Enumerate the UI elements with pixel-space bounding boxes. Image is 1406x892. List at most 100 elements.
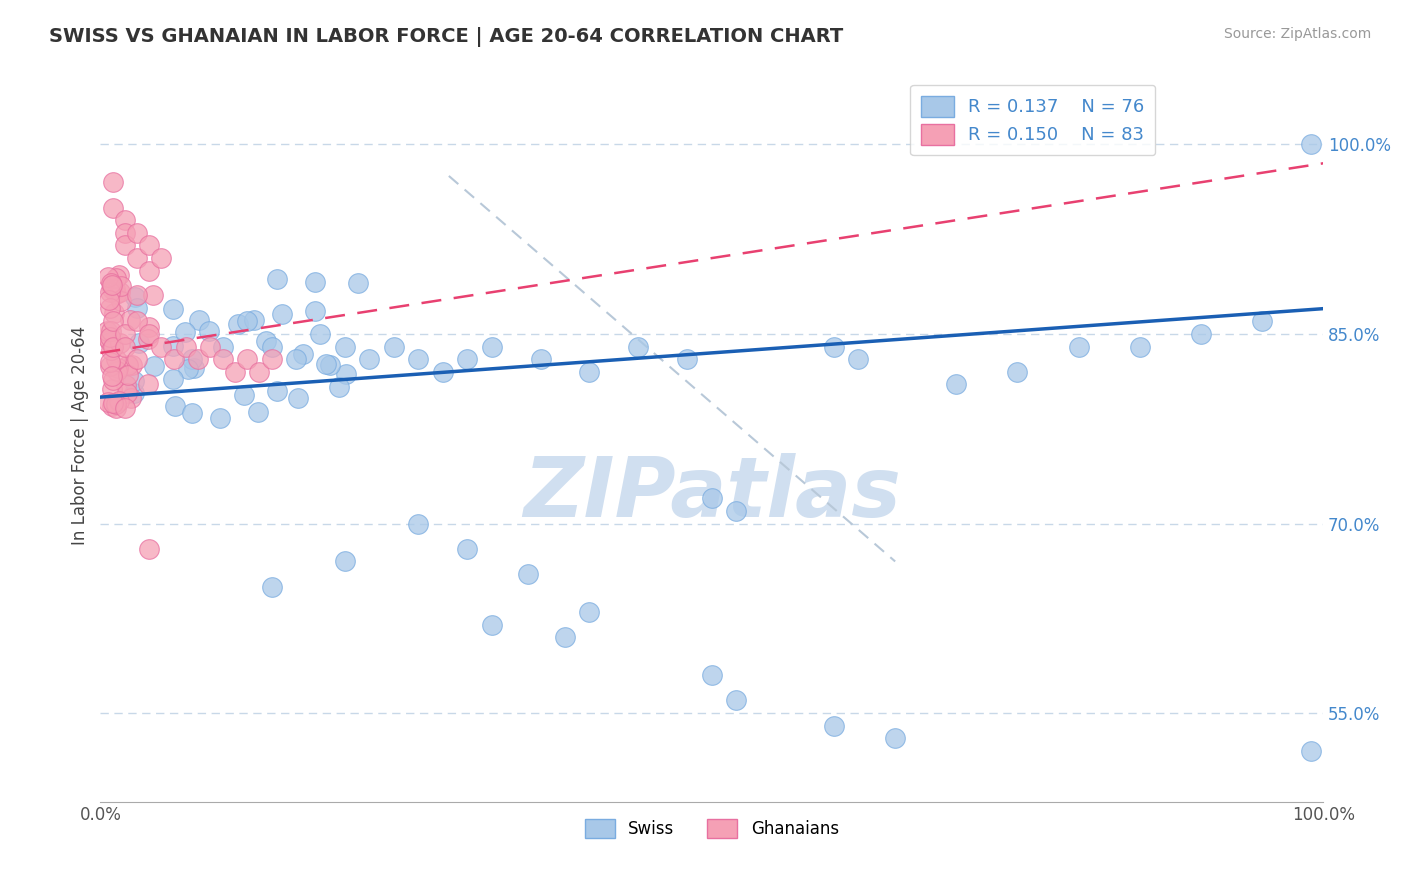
Point <box>517 567 540 582</box>
Point <box>138 319 160 334</box>
Point <box>1251 314 1274 328</box>
Point <box>101 282 124 296</box>
Point <box>101 382 124 396</box>
Point <box>945 377 967 392</box>
Point <box>110 335 132 350</box>
Point <box>136 332 159 346</box>
Point <box>115 385 138 400</box>
Point <box>529 352 551 367</box>
Point <box>359 352 381 367</box>
Point <box>848 352 870 367</box>
Point <box>121 358 143 372</box>
Point <box>236 352 259 367</box>
Point <box>725 693 748 707</box>
Point <box>226 317 249 331</box>
Point <box>114 213 136 227</box>
Point <box>211 352 233 367</box>
Point <box>1129 340 1152 354</box>
Point <box>98 293 121 307</box>
Point <box>105 397 128 411</box>
Point <box>456 352 478 367</box>
Point <box>260 580 283 594</box>
Point <box>319 358 342 372</box>
Point <box>1299 744 1322 758</box>
Point <box>183 360 205 375</box>
Point <box>285 352 308 367</box>
Point <box>700 491 723 506</box>
Point <box>260 352 283 367</box>
Point <box>125 251 148 265</box>
Point <box>456 541 478 556</box>
Point <box>101 314 124 328</box>
Point <box>117 358 139 372</box>
Point <box>1007 365 1029 379</box>
Point <box>101 369 124 384</box>
Point <box>181 351 204 366</box>
Point <box>125 352 148 367</box>
Point <box>266 384 288 398</box>
Point <box>188 313 211 327</box>
Point <box>884 731 907 746</box>
Point <box>124 386 146 401</box>
Point <box>335 368 357 382</box>
Point <box>104 282 127 296</box>
Point <box>104 287 127 301</box>
Point <box>97 270 120 285</box>
Point <box>100 355 122 369</box>
Point <box>110 279 132 293</box>
Point <box>315 358 337 372</box>
Point <box>100 343 122 358</box>
Point <box>125 226 148 240</box>
Point <box>118 313 141 327</box>
Text: Source: ZipAtlas.com: Source: ZipAtlas.com <box>1223 27 1371 41</box>
Point <box>96 324 118 338</box>
Point <box>333 554 356 568</box>
Point <box>104 271 127 285</box>
Point <box>97 333 120 347</box>
Point <box>200 340 222 354</box>
Point <box>114 377 136 392</box>
Point <box>101 175 124 189</box>
Point <box>101 396 124 410</box>
Point <box>100 359 122 373</box>
Point <box>150 251 173 265</box>
Point <box>224 365 246 379</box>
Point <box>1189 326 1212 341</box>
Point <box>211 340 233 354</box>
Point <box>266 272 288 286</box>
Point <box>247 404 270 418</box>
Point <box>162 372 184 386</box>
Point <box>177 361 200 376</box>
Point <box>138 326 160 341</box>
Point <box>181 406 204 420</box>
Point <box>100 324 122 338</box>
Point <box>162 339 184 353</box>
Point <box>114 238 136 252</box>
Point <box>700 668 723 682</box>
Point <box>100 276 122 290</box>
Point <box>150 340 173 354</box>
Point <box>287 391 309 405</box>
Point <box>406 516 429 531</box>
Point <box>124 374 146 388</box>
Point <box>163 352 186 367</box>
Point <box>271 307 294 321</box>
Point <box>138 541 160 556</box>
Point <box>114 226 136 240</box>
Point <box>98 301 121 316</box>
Point <box>101 277 124 292</box>
Point <box>328 380 350 394</box>
Point <box>108 285 131 299</box>
Point <box>110 293 132 308</box>
Legend: Swiss, Ghanaians: Swiss, Ghanaians <box>578 812 845 845</box>
Point <box>117 368 139 382</box>
Point <box>101 399 124 413</box>
Point <box>104 351 127 366</box>
Y-axis label: In Labor Force | Age 20-64: In Labor Force | Age 20-64 <box>72 326 89 545</box>
Point <box>103 373 125 387</box>
Point <box>725 504 748 518</box>
Point <box>128 336 150 351</box>
Point <box>432 365 454 379</box>
Point <box>138 238 160 252</box>
Point <box>162 302 184 317</box>
